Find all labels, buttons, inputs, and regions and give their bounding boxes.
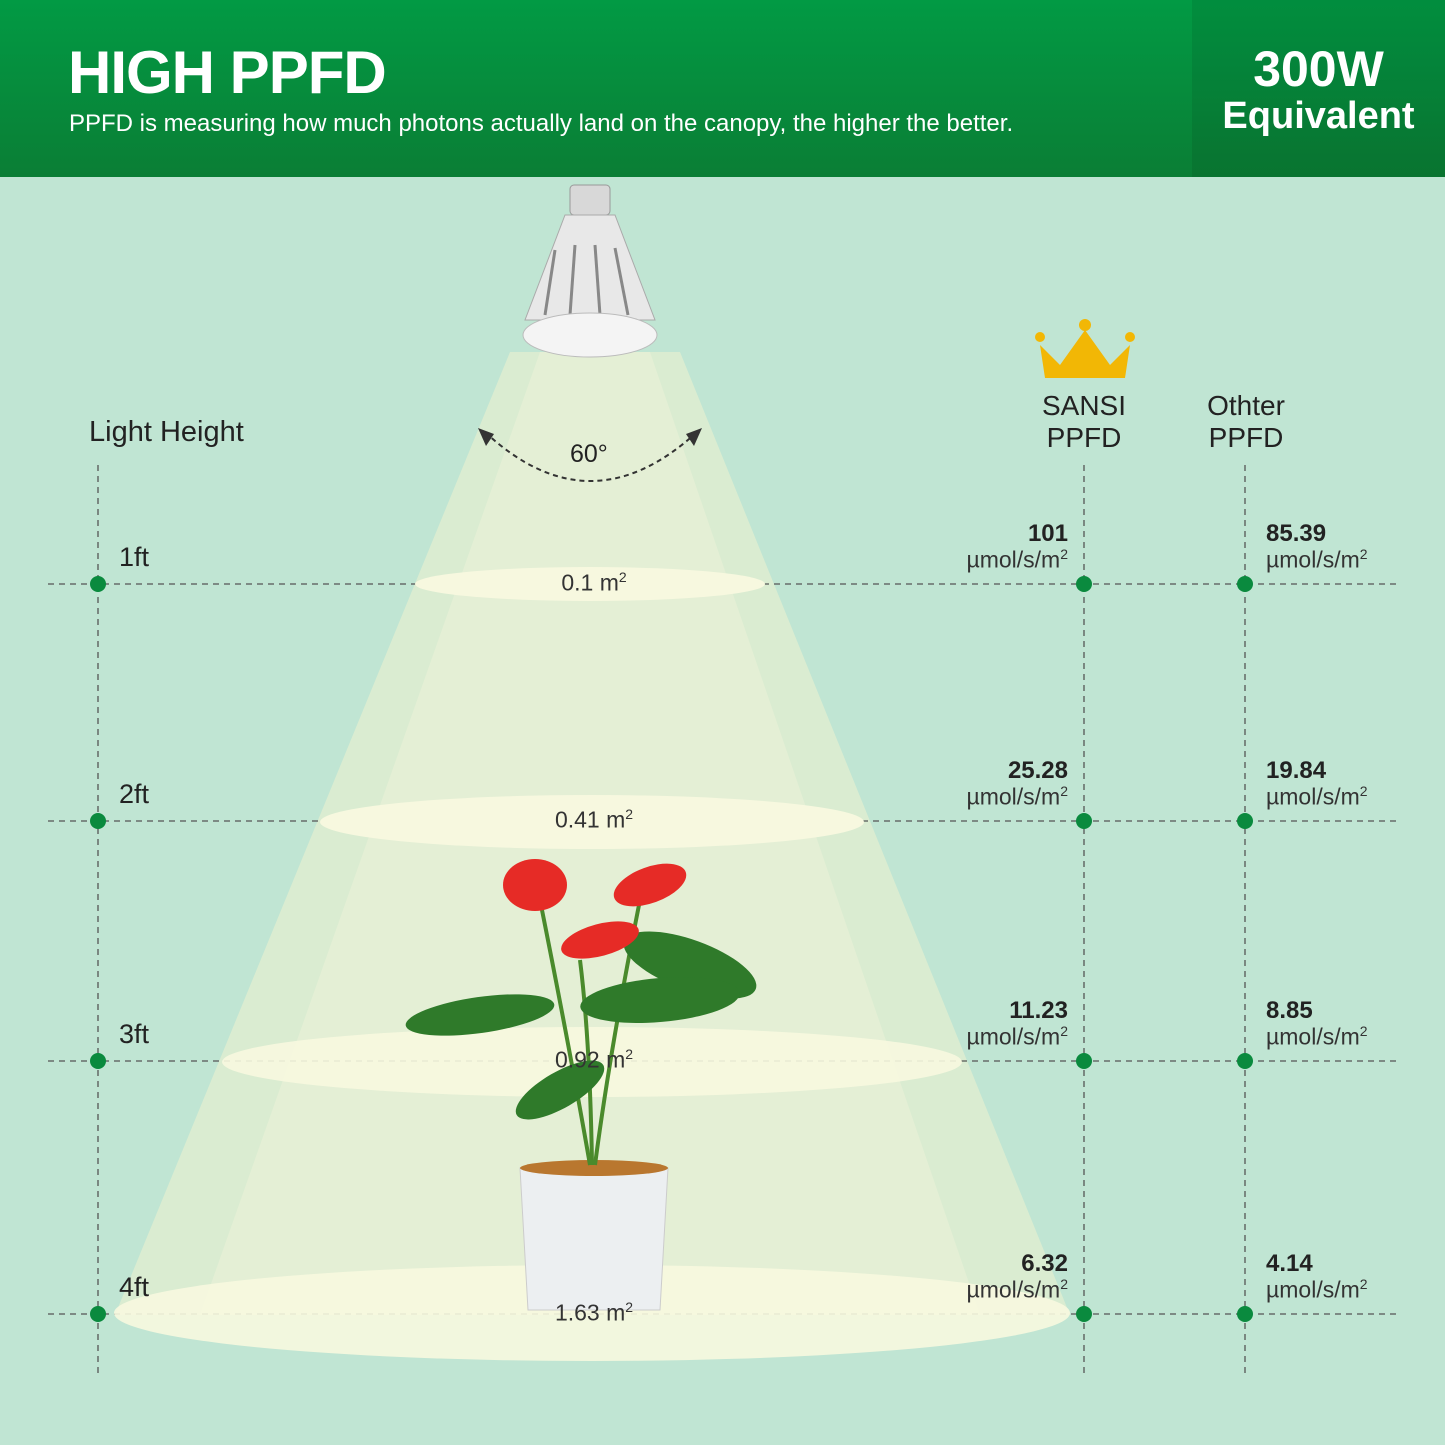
sansi-value-text: 25.28 [1007, 757, 1068, 784]
height-label-text: 4ft [119, 1272, 150, 1302]
superscript: 2 [1359, 546, 1368, 562]
page-title: HIGH PPFD [68, 39, 387, 106]
badge-equivalent: Equivalent [1222, 95, 1415, 137]
sansi-unit: µmol/s/m2 [900, 1276, 1068, 1304]
arrow-right-icon [686, 428, 702, 446]
spot-4ft [114, 1265, 1070, 1361]
other-unit: µmol/s/m2 [1266, 546, 1368, 574]
superscript: 2 [625, 1046, 634, 1062]
coverage-area: 0.1 m2 [494, 569, 694, 597]
page-subtitle: PPFD is measuring how much photons actua… [69, 110, 1014, 137]
superscript: 2 [618, 569, 627, 585]
height-label-text: 3ft [119, 1019, 150, 1049]
other-unit: µmol/s/m2 [1266, 1276, 1368, 1304]
superscript: 2 [625, 806, 634, 822]
spot-1ft [415, 567, 765, 601]
superscript: 2 [1359, 783, 1368, 799]
sansi-unit-text: µmol/s/m [966, 783, 1061, 810]
bulb-icon [522, 184, 658, 358]
sansi-unit-text: µmol/s/m [966, 546, 1061, 573]
other-unit-text: µmol/s/m [1266, 1023, 1360, 1050]
superscript: 2 [1060, 1276, 1068, 1292]
other-unit-text: µmol/s/m [1266, 783, 1360, 810]
sansi-value: 101 [900, 520, 1068, 548]
wattage-badge [1192, 0, 1445, 177]
coverage-area-text: 0.92 m [554, 1046, 626, 1073]
coverage-area: 0.41 m2 [494, 806, 694, 834]
other-value-text: 4.14 [1266, 1250, 1313, 1277]
superscript: 2 [1060, 1023, 1068, 1039]
superscript: 2 [1060, 546, 1068, 562]
coverage-area-text: 0.41 m [554, 806, 626, 833]
coverage-area: 1.63 m2 [494, 1299, 694, 1327]
height-label: 3ft [119, 1019, 149, 1050]
height-label: 2ft [119, 779, 149, 810]
sansi-value-text: 6.32 [1021, 1250, 1068, 1277]
badge-wattage: 300W [1253, 41, 1384, 97]
superscript: 2 [1359, 1276, 1368, 1292]
sansi-unit: µmol/s/m2 [900, 546, 1068, 574]
header-banner [0, 0, 1445, 177]
column-header-other: Othter PPFD [1207, 390, 1285, 453]
beam-angle-label: 60° [570, 440, 608, 468]
sansi-value: 25.28 [900, 757, 1068, 785]
superscript: 2 [625, 1299, 634, 1315]
other-value: 19.84 [1266, 757, 1326, 785]
height-label-text: 2ft [119, 779, 150, 809]
other-value: 4.14 [1266, 1250, 1313, 1278]
spot-2ft [320, 795, 864, 849]
other-value-text: 85.39 [1266, 520, 1327, 547]
sansi-value: 11.23 [900, 997, 1068, 1025]
other-unit: µmol/s/m2 [1266, 783, 1368, 811]
column-header-sansi: SANSI PPFD [1041, 390, 1127, 453]
sansi-unit: µmol/s/m2 [900, 783, 1068, 811]
sansi-unit-text: µmol/s/m [966, 1023, 1061, 1050]
other-value-text: 8.85 [1266, 997, 1313, 1024]
other-value: 85.39 [1266, 520, 1326, 548]
sansi-value-text: 101 [1027, 520, 1068, 547]
superscript: 2 [1060, 783, 1068, 799]
other-value-text: 19.84 [1266, 757, 1327, 784]
plant-icon [405, 859, 757, 1311]
coverage-area-text: 1.63 m [554, 1299, 626, 1326]
other-unit-text: µmol/s/m [1266, 1276, 1360, 1303]
beam-angle-arc [484, 431, 698, 482]
crown-icon [1035, 319, 1135, 378]
superscript: 2 [1359, 1023, 1368, 1039]
other-unit-text: µmol/s/m [1266, 546, 1360, 573]
other-value: 8.85 [1266, 997, 1313, 1025]
sansi-value-text: 11.23 [1009, 997, 1068, 1024]
height-label-text: 1ft [119, 542, 150, 572]
height-label: 1ft [119, 542, 149, 573]
axis-label-light-height: Light Height [89, 416, 244, 448]
sansi-unit: µmol/s/m2 [900, 1023, 1068, 1051]
coverage-area: 0.92 m2 [494, 1046, 694, 1074]
sansi-value: 6.32 [900, 1250, 1068, 1278]
arrow-left-icon [478, 428, 494, 446]
sansi-unit-text: µmol/s/m [966, 1276, 1061, 1303]
height-label: 4ft [119, 1272, 149, 1303]
other-unit: µmol/s/m2 [1266, 1023, 1368, 1051]
markers [90, 576, 1253, 1322]
coverage-area-text: 0.1 m [561, 569, 619, 596]
